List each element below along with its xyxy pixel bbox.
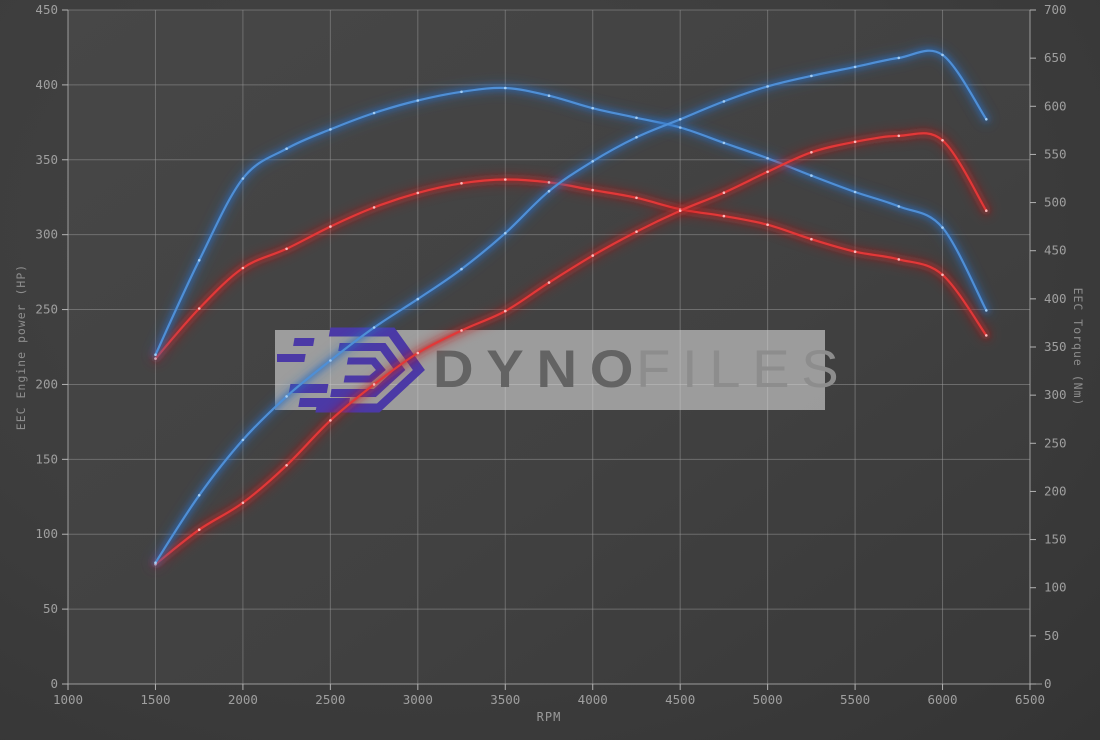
brand-name-secondary: Files	[636, 340, 851, 399]
x-tick-label: 1500	[140, 692, 170, 707]
y-right-tick-label: 400	[1044, 291, 1067, 306]
y-right-tick-label: 150	[1044, 532, 1067, 547]
x-tick-label: 4000	[578, 692, 608, 707]
left-axis-title: EEC Engine power (HP)	[14, 263, 28, 431]
y-right-tick-label: 350	[1044, 339, 1067, 354]
y-right-tick-label: 100	[1044, 580, 1067, 595]
y-left-tick-label: 50	[43, 601, 58, 616]
y-right-tick-label: 600	[1044, 98, 1067, 113]
y-right-tick-label: 200	[1044, 483, 1067, 498]
y-left-tick-label: 150	[35, 451, 58, 466]
x-tick-label: 6500	[1015, 692, 1045, 707]
x-tick-label: 2500	[315, 692, 345, 707]
y-right-tick-label: 700	[1044, 2, 1067, 17]
x-tick-label: 5000	[753, 692, 783, 707]
y-right-tick-label: 500	[1044, 195, 1067, 210]
dynofiles-watermark-foreground: Dyno Files	[275, 327, 839, 413]
y-left-tick-label: 450	[35, 2, 58, 17]
y-left-tick-label: 250	[35, 302, 58, 317]
tick-labels: 1000 1500 2000 2500 3000 3500 4000 4500 5000 5500…	[35, 2, 1066, 707]
x-tick-label: 1000	[53, 692, 83, 707]
y-right-tick-label: 450	[1044, 243, 1067, 258]
y-left-tick-label: 0	[50, 676, 58, 691]
y-right-tick-label: 300	[1044, 387, 1067, 402]
y-right-tick-label: 650	[1044, 50, 1067, 65]
y-right-tick-label: 0	[1044, 676, 1052, 691]
dynofiles-logo-icon	[277, 327, 425, 413]
y-left-tick-label: 100	[35, 526, 58, 541]
y-right-tick-label: 550	[1044, 146, 1067, 161]
x-tick-label: 3500	[490, 692, 520, 707]
x-tick-label: 3000	[403, 692, 433, 707]
right-axis-title: EEC Torque (Nm)	[1071, 287, 1085, 407]
x-tick-label: 6000	[927, 692, 957, 707]
y-right-tick-label: 250	[1044, 435, 1067, 450]
x-tick-label: 4500	[665, 692, 695, 707]
watermark-content: Dyno Files	[275, 327, 839, 413]
y-left-tick-label: 200	[35, 376, 58, 391]
x-tick-label: 2000	[228, 692, 258, 707]
y-left-tick-label: 300	[35, 227, 58, 242]
brand-name-primary: Dyno	[433, 340, 647, 399]
x-axis-title: RPM	[536, 710, 562, 724]
y-left-tick-label: 400	[35, 77, 58, 92]
y-right-tick-label: 50	[1044, 628, 1059, 643]
y-left-tick-label: 350	[35, 152, 58, 167]
x-tick-label: 5500	[840, 692, 870, 707]
